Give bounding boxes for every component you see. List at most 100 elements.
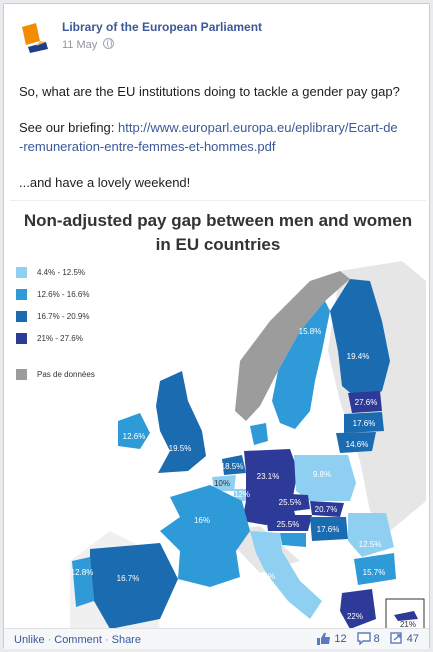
legend-swatch bbox=[16, 288, 27, 300]
briefing-link[interactable]: http://www.europarl.europa.eu/eplibrary/… bbox=[118, 120, 398, 135]
uk-shape bbox=[156, 371, 206, 473]
likes-number: 12 bbox=[334, 632, 347, 645]
post-date[interactable]: 11 May bbox=[62, 39, 98, 51]
comments-count[interactable]: 8 bbox=[356, 632, 380, 645]
slovenia-shape bbox=[280, 533, 306, 547]
map-title-line-2: in EU countries bbox=[155, 235, 281, 254]
label-ireland: 12.6% bbox=[123, 432, 146, 441]
label-sweden: 15.8% bbox=[299, 327, 322, 336]
post-text-line-3: ...and have a lovely weekend! bbox=[19, 175, 191, 190]
label-slovakia: 20.7% bbox=[315, 505, 338, 514]
globe-icon bbox=[103, 38, 115, 49]
luxembourg-shape bbox=[234, 489, 246, 501]
label-belgium: 10% bbox=[214, 479, 230, 488]
label-luxembourg: 12% bbox=[234, 490, 250, 499]
label-netherlands: 18.5% bbox=[221, 462, 244, 471]
belgium-shape bbox=[212, 475, 236, 491]
label-austria: 25.5% bbox=[277, 520, 300, 529]
finland-shape bbox=[330, 279, 390, 401]
legend-swatch bbox=[16, 368, 27, 380]
legend-item: 4.4% - 12.5% bbox=[16, 261, 95, 283]
map-title-line-1: Non-adjusted pay gap between men and wom… bbox=[23, 211, 413, 230]
label-greece: 22% bbox=[347, 612, 363, 621]
label-lithuania: 14.6% bbox=[346, 440, 369, 449]
comment-link[interactable]: Comment bbox=[54, 634, 102, 646]
shares-number: 47 bbox=[406, 632, 419, 645]
italy-shape bbox=[250, 531, 322, 619]
france-shape bbox=[160, 485, 250, 587]
legend-swatch bbox=[16, 332, 27, 344]
germany-shape bbox=[242, 449, 298, 525]
thumbs-up-icon bbox=[317, 633, 331, 645]
comments-number: 8 bbox=[373, 632, 380, 645]
legend-swatch bbox=[16, 310, 27, 322]
label-germany: 23.1% bbox=[257, 472, 280, 481]
post-text-line-1: So, what are the EU institutions doing t… bbox=[19, 84, 400, 99]
spain-shape bbox=[90, 543, 178, 628]
map-legend: 4.4% - 12.5% 12.6% - 16.6% 16.7% - 20.9%… bbox=[16, 261, 95, 385]
cyprus-inset-frame bbox=[385, 598, 425, 628]
label-bulgaria: 15.7% bbox=[363, 568, 386, 577]
post-footer: Unlike · Comment · Share 12 8 47 bbox=[4, 628, 429, 649]
legend-label: 21% - 27.6% bbox=[37, 333, 83, 343]
legend-label: 16.7% - 20.9% bbox=[37, 311, 90, 321]
label-italy: 5.5% bbox=[257, 572, 275, 581]
estonia-shape bbox=[348, 391, 382, 413]
page-name-link[interactable]: Library of the European Parliament bbox=[62, 20, 263, 34]
legend-item: Pas de données bbox=[16, 363, 95, 385]
latvia-shape bbox=[344, 412, 384, 433]
post-image-map[interactable]: 15.8% 19.4% 27.6% 17.6% 14.6% 12.6% 19.5… bbox=[10, 200, 426, 628]
legend-label: 12.6% - 16.6% bbox=[37, 289, 90, 299]
ireland-shape bbox=[118, 413, 150, 449]
post-text-line-2: See our briefing: http://www.europarl.eu… bbox=[19, 118, 419, 156]
map-title: Non-adjusted pay gap between men and wom… bbox=[10, 209, 426, 257]
briefing-prefix: See our briefing: bbox=[19, 120, 119, 135]
separator: · bbox=[47, 634, 52, 646]
legend-item: 12.6% - 16.6% bbox=[16, 283, 95, 305]
lithuania-shape bbox=[336, 432, 376, 453]
separator: · bbox=[104, 634, 109, 646]
label-finland: 19.4% bbox=[347, 352, 370, 361]
label-cyprus: 21% bbox=[400, 620, 416, 628]
poland-shape bbox=[294, 455, 356, 501]
netherlands-shape bbox=[222, 455, 246, 475]
legend-swatch bbox=[16, 266, 27, 278]
portugal-shape bbox=[72, 557, 94, 607]
label-poland: 9.8% bbox=[313, 470, 331, 479]
bulgaria-shape bbox=[354, 553, 396, 585]
legend-label: 4.4% - 12.5% bbox=[37, 267, 86, 277]
label-estonia: 27.6% bbox=[355, 398, 378, 407]
austria-shape bbox=[266, 515, 312, 531]
unlike-link[interactable]: Unlike bbox=[14, 634, 45, 646]
page-avatar[interactable] bbox=[16, 17, 54, 55]
share-icon bbox=[390, 632, 402, 644]
cyprus-shape bbox=[394, 611, 418, 621]
share-link[interactable]: Share bbox=[111, 634, 141, 646]
romania-shape bbox=[348, 513, 394, 557]
eu-map: 15.8% 19.4% 27.6% 17.6% 14.6% 12.6% 19.5… bbox=[70, 261, 426, 628]
slovakia-shape bbox=[310, 501, 344, 517]
shares-count[interactable]: 47 bbox=[390, 632, 419, 645]
greece-shape bbox=[340, 589, 376, 628]
post-meta: 11 May bbox=[62, 38, 115, 51]
briefing-link-continued[interactable]: -remuneration-entre-femmes-et-hommes.pdf bbox=[19, 139, 276, 154]
post-stats: 12 8 47 bbox=[317, 632, 419, 645]
legend-item: 16.7% - 20.9% bbox=[16, 305, 95, 327]
label-uk: 19.5% bbox=[169, 444, 192, 453]
likes-count[interactable]: 12 bbox=[317, 632, 347, 645]
legend-label: Pas de données bbox=[37, 369, 95, 379]
comment-icon bbox=[356, 632, 371, 645]
label-france: 16% bbox=[194, 516, 210, 525]
label-czechia: 25.5% bbox=[279, 498, 302, 507]
denmark-shape bbox=[250, 423, 268, 445]
label-portugal: 12.8% bbox=[71, 568, 94, 577]
label-hungary: 17.6% bbox=[317, 525, 340, 534]
post-card: Library of the European Parliament 11 Ma… bbox=[3, 3, 430, 649]
label-latvia: 17.6% bbox=[353, 419, 376, 428]
hungary-shape bbox=[310, 517, 348, 541]
sweden-shape bbox=[272, 301, 330, 429]
legend-item: 21% - 27.6% bbox=[16, 327, 95, 349]
czechia-shape bbox=[272, 493, 310, 513]
label-romania: 12.5% bbox=[359, 540, 382, 549]
label-spain: 16.7% bbox=[117, 574, 140, 583]
